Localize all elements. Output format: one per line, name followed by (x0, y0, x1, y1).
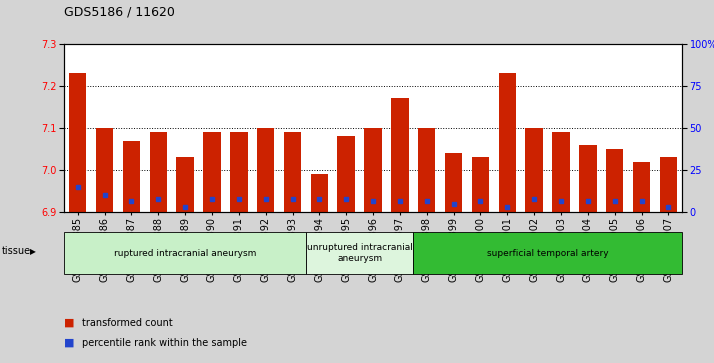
Bar (579, 145, 597, 212)
Bar (364, 128, 382, 212)
Text: unruptured intracranial
aneurysm: unruptured intracranial aneurysm (307, 243, 413, 263)
Bar (176, 158, 193, 212)
Bar (472, 158, 489, 212)
Text: percentile rank within the sample: percentile rank within the sample (82, 338, 247, 348)
Bar (445, 153, 463, 212)
Text: transformed count: transformed count (82, 318, 173, 328)
Bar (633, 162, 650, 212)
Bar (606, 149, 623, 212)
Text: GDS5186 / 11620: GDS5186 / 11620 (64, 5, 175, 18)
Text: ▶: ▶ (30, 246, 36, 256)
Bar (311, 174, 328, 212)
Bar (203, 132, 221, 212)
Bar (418, 128, 436, 212)
Text: ■: ■ (64, 338, 75, 348)
Bar (230, 132, 248, 212)
Bar (283, 132, 301, 212)
Bar (391, 98, 408, 212)
Bar (96, 128, 114, 212)
Text: ruptured intracranial aneurysm: ruptured intracranial aneurysm (114, 249, 256, 258)
Bar (149, 132, 167, 212)
Bar (123, 140, 140, 212)
Bar (526, 128, 543, 212)
Bar (257, 128, 274, 212)
Text: tissue: tissue (2, 246, 31, 256)
Bar (69, 73, 86, 212)
Text: superficial temporal artery: superficial temporal artery (487, 249, 608, 258)
Bar (498, 73, 516, 212)
Bar (553, 132, 570, 212)
Bar (338, 136, 355, 212)
Text: ■: ■ (64, 318, 75, 328)
Bar (660, 158, 677, 212)
